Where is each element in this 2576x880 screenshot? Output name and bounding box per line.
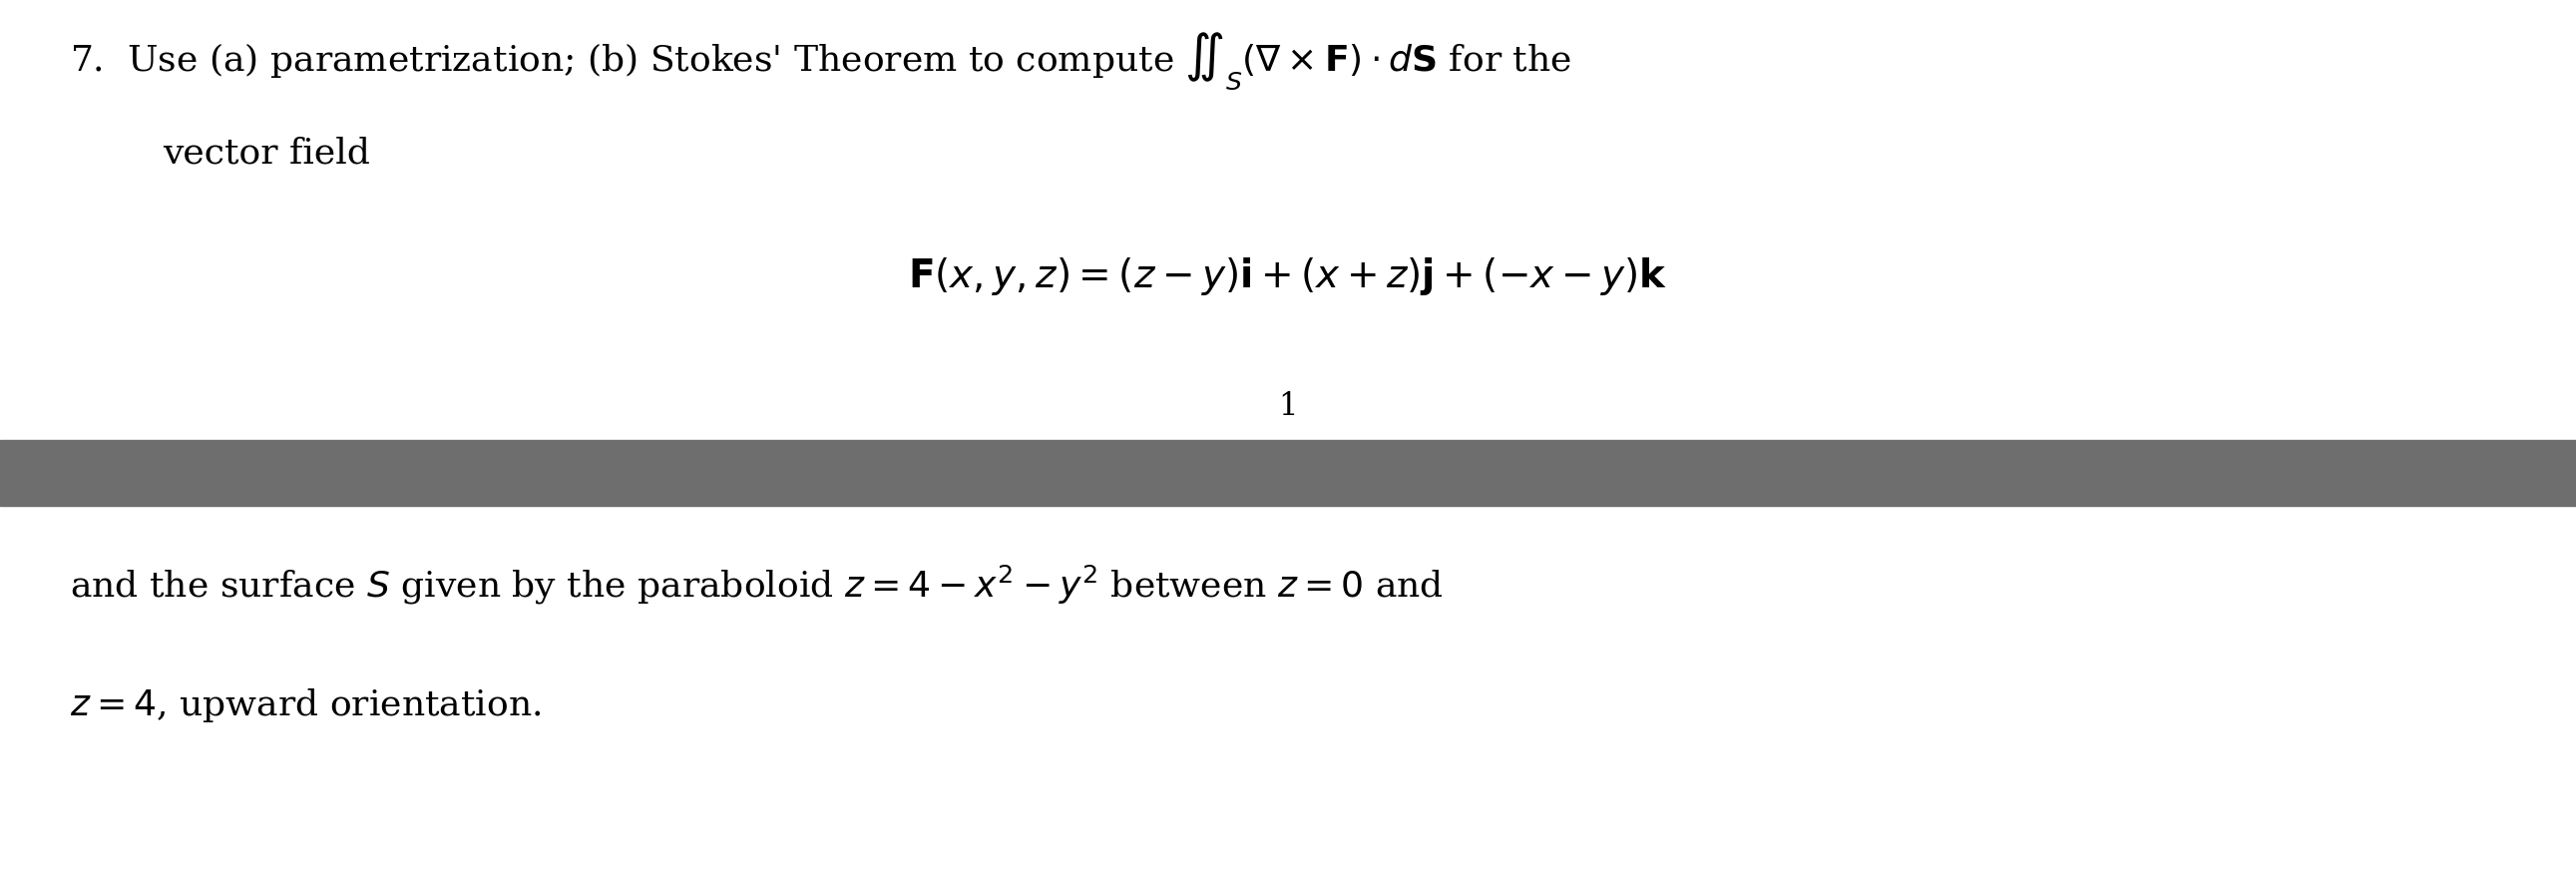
Text: $\mathbf{F}(x, y, z) = (z - y)\mathbf{i} + (x + z)\mathbf{j} + (-x - y)\mathbf{k: $\mathbf{F}(x, y, z) = (z - y)\mathbf{i}… [909,255,1667,297]
Bar [0,440,2576,506]
Text: and the surface $S$ given by the paraboloid $z = 4 - x^2 - y^2$ between $z = 0$ : and the surface $S$ given by the parabol… [70,563,1443,606]
Text: 1: 1 [1278,392,1298,422]
Text: 7.  Use (a) parametrization; (b) Stokes' Theorem to compute $\iint_S(\nabla \tim: 7. Use (a) parametrization; (b) Stokes' … [70,31,1571,92]
Text: vector field: vector field [162,136,371,171]
Text: $z = 4$, upward orientation.: $z = 4$, upward orientation. [70,686,541,724]
